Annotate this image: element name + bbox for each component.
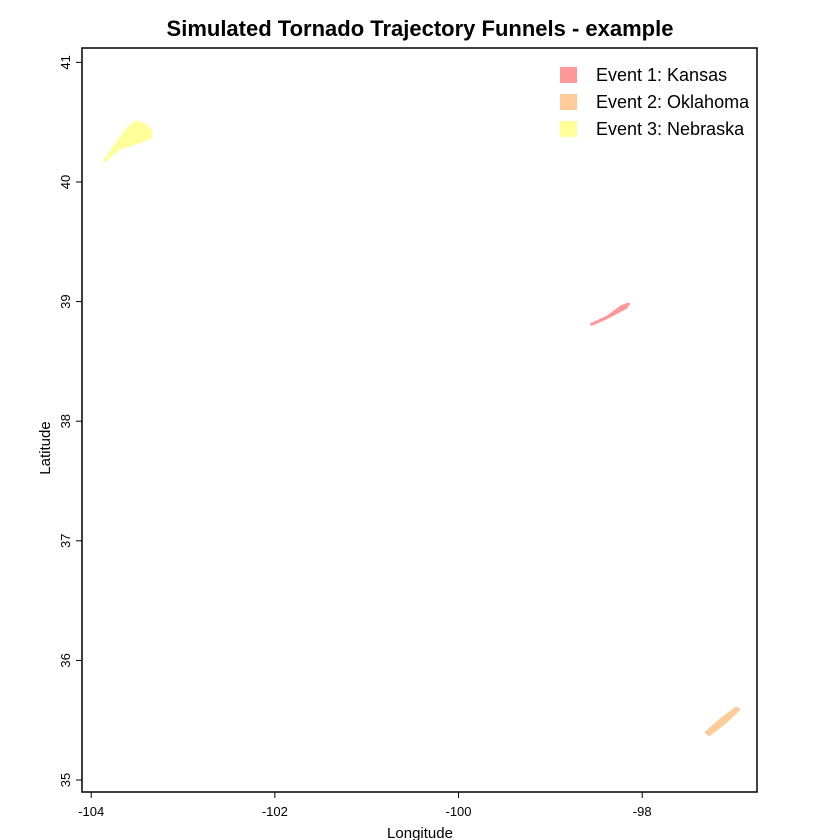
- y-tick-label: 36: [58, 653, 73, 667]
- legend-label: Event 3: Nebraska: [596, 119, 745, 139]
- funnels-layer: [103, 120, 741, 737]
- x-tick-label: -98: [633, 804, 652, 819]
- y-tick-label: 40: [58, 175, 73, 189]
- legend-items: Event 1: Kansas Event 2: Oklahoma Event 3:…: [560, 65, 750, 139]
- y-tick-label: 35: [58, 773, 73, 787]
- legend-swatch: [560, 67, 577, 83]
- y-tick-label: 39: [58, 294, 73, 308]
- legend-swatch: [560, 121, 577, 137]
- legend-swatch: [560, 94, 577, 110]
- x-axis: -104 -102 -100 -98: [78, 792, 652, 819]
- funnel-event-2: [705, 706, 741, 737]
- x-tick-label: -100: [446, 804, 472, 819]
- y-tick-label: 38: [58, 414, 73, 428]
- legend: Event 1: Kansas Event 2: Oklahoma Event 3:…: [560, 65, 750, 139]
- chart-title: Simulated Tornado Trajectory Funnels - e…: [167, 16, 674, 41]
- x-tick-label: -102: [262, 804, 288, 819]
- plot-frame: [81, 47, 758, 793]
- x-tick-label: -104: [78, 804, 104, 819]
- funnel-event-1: [590, 302, 630, 326]
- legend-label: Event 2: Oklahoma: [596, 92, 750, 112]
- y-axis: 35 36 37 38 39 40 41: [58, 55, 82, 787]
- y-axis-label: Latitude: [37, 421, 54, 474]
- legend-label: Event 1: Kansas: [596, 65, 727, 85]
- x-axis-label: Longitude: [387, 825, 453, 840]
- y-tick-label: 37: [58, 534, 73, 548]
- y-tick-label: 41: [58, 55, 73, 69]
- funnel-event-3: [103, 120, 153, 162]
